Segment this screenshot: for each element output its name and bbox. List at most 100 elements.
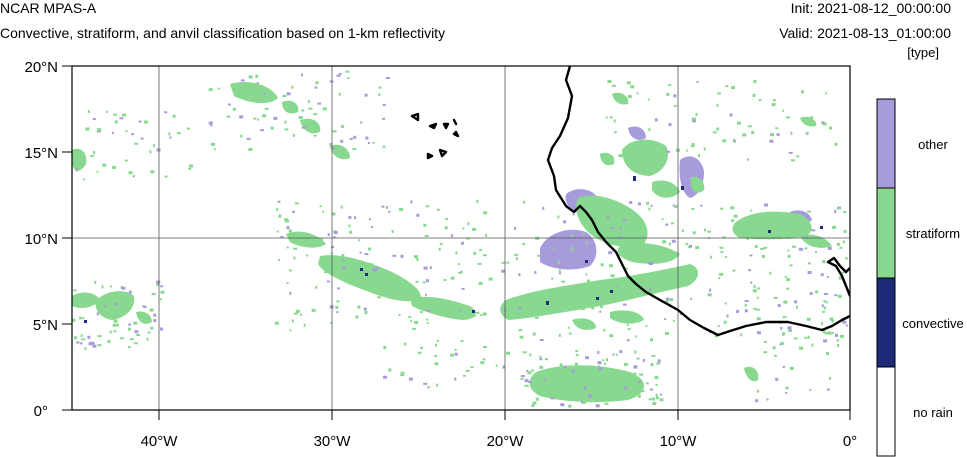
precip-pixel [79,342,83,345]
precip-pixel [531,369,535,372]
precip-pixel [313,134,317,137]
precip-pixel [852,325,854,327]
precip-pixel [518,273,521,277]
precip-pixel [658,248,663,251]
precip-pixel [391,230,394,233]
precip-pixel [606,358,608,362]
precip-pixel [483,211,488,215]
precip-pixel [599,305,603,309]
precip-pixel [566,374,571,378]
precip-pixel [113,319,118,323]
precip-pixel [81,338,86,341]
precip-pixel [633,256,636,259]
precip-pixel [821,304,824,308]
precip-pixel [634,350,637,354]
precip-pixel [217,87,220,90]
precip-pixel [515,257,518,261]
precip-pixel [695,113,698,116]
graticule [72,66,850,410]
precip-pixel [146,337,149,341]
precip-pixel [726,314,729,318]
precip-pixel [626,377,631,381]
precip-pixel [381,205,385,208]
precip-pixel [629,201,633,204]
precip-pixel [518,329,523,332]
precip-pixel [293,247,298,250]
precip-pixel [842,320,847,324]
precip-pixel [128,323,132,326]
precip-pixel [532,332,536,336]
precip-pixel [582,232,586,235]
precip-pixel [665,332,669,335]
precip-pixel [752,93,756,97]
precip-pixel [610,227,615,230]
precip-pixel [619,227,622,231]
precip-pixel [845,257,848,260]
precip-pixel [399,208,404,211]
precip-pixel [111,131,114,134]
precip-pixel [824,306,827,310]
precip-pixel [278,214,282,218]
precip-pixel [650,388,653,391]
precip-pixel [640,373,643,376]
precip-pixel [787,249,790,252]
precip-pixel [823,339,828,343]
precip-pixel [461,241,464,245]
precip-pixel [88,342,93,346]
precip-pixel [122,113,127,117]
precip-pixel [340,205,343,209]
precip-pixel [600,263,604,267]
precip-pixel [548,301,551,304]
precip-pixel [188,167,192,170]
precip-pixel [479,249,483,252]
precip-pixel [843,211,847,214]
precip-pixel [603,362,606,365]
precip-pixel [438,247,441,251]
precip-pixel [772,99,776,102]
precip-pixel [90,341,95,345]
precip-pixel [627,95,632,99]
precip-pixel [364,253,369,256]
precip-pixel [593,376,596,380]
precip-pixel [629,244,634,247]
precip-pixel [710,255,713,259]
precip-pixel [532,374,536,378]
precip-pixel [822,260,826,264]
precip-pixel [189,164,193,168]
precip-pixel [495,364,498,367]
precip-pixel [661,218,664,221]
precip-pixel [472,315,476,317]
precip-pixel [545,358,548,361]
colorbar-legend: other stratiform convective no rain [876,98,964,457]
precip-pixel [651,397,655,400]
precip-pixel [717,92,721,95]
precip-pixel [579,203,584,206]
precip-pixel [572,213,575,216]
precip-pixel [691,142,695,146]
precip-pixel [843,229,847,233]
precip-pixel [426,279,429,283]
precip-pixel [756,389,759,393]
axis-ticks [62,65,851,420]
precip-pixel [426,322,429,325]
precip-pixel [785,391,788,394]
precip-pixel [150,170,155,174]
precip-pixel [568,332,572,335]
precip-pixel [716,127,720,131]
precip-pixel [568,379,572,382]
precip-pixel [570,246,573,250]
precip-pixel [336,300,340,303]
precip-pixel [97,344,102,347]
precip-pixel [820,322,823,326]
legend-swatch-convective [877,278,895,367]
precip-pixel [313,113,318,116]
precip-pixel [587,394,592,398]
precip-pixel [834,142,838,146]
precip-pixel [356,280,359,284]
precip-pixel [518,307,522,311]
precip-pixel [606,204,609,207]
precip-pixel [597,351,600,354]
units-label: [type] [907,45,939,60]
precip-pixel [622,370,625,373]
precip-pixel [153,144,156,148]
